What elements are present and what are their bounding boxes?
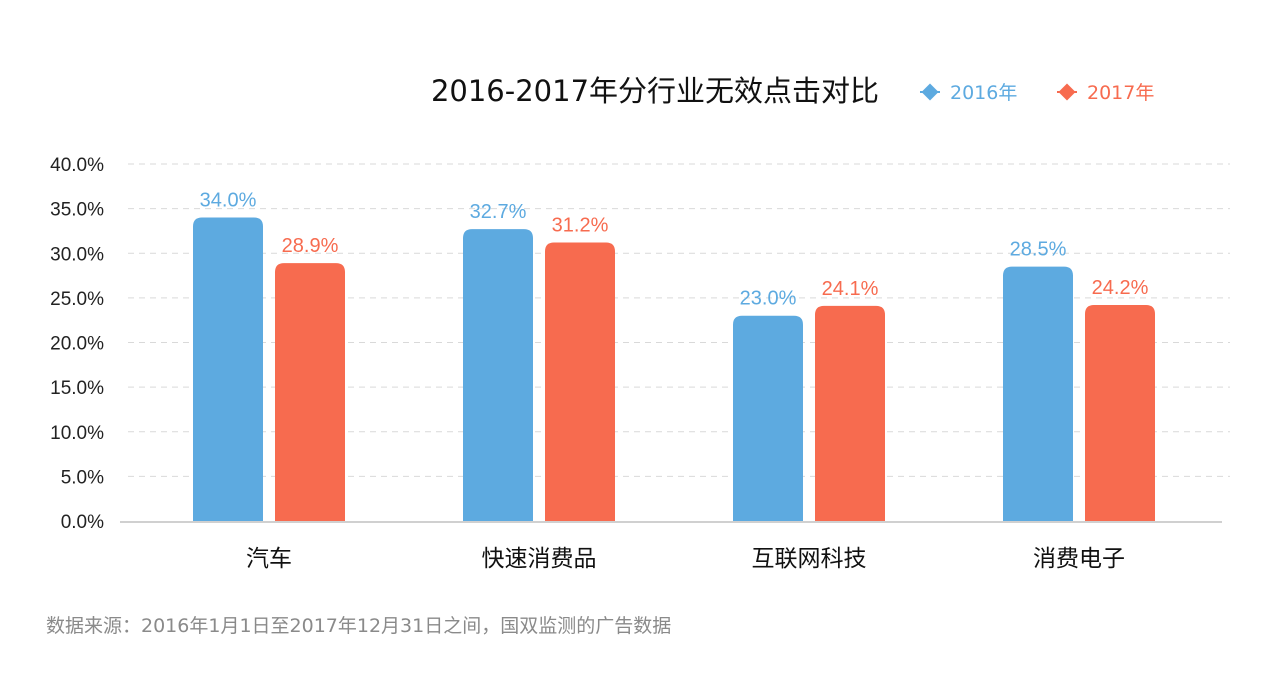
legend: 2016年 2017年 xyxy=(920,82,1154,104)
x-axis-categories: 汽车 快速消费品 互联网科技 消费电子 xyxy=(246,546,1125,572)
y-axis-ticks: 0.0% 5.0% 10.0% 15.0% 20.0% 25.0% 30.0% 35.0% 40… xyxy=(50,155,104,533)
bar-2016-3 xyxy=(1003,266,1073,521)
value-label: 31.2% xyxy=(552,215,609,237)
category-label: 互联网科技 xyxy=(752,546,867,572)
legend-label: 2017年 xyxy=(1087,82,1154,104)
y-tick-label: 20.0% xyxy=(50,334,104,355)
y-tick-label: 35.0% xyxy=(50,200,104,221)
legend-diamond-icon xyxy=(921,83,939,101)
category-label: 汽车 xyxy=(246,546,292,572)
bar-2017-0 xyxy=(275,263,345,521)
source-note: 数据来源：2016年1月1日至2017年12月31日之间，国双监测的广告数据 xyxy=(46,615,671,637)
legend-label: 2016年 xyxy=(950,82,1017,104)
value-label: 32.7% xyxy=(470,201,527,223)
y-tick-label: 15.0% xyxy=(50,378,104,399)
chart-title: 2016-2017年分行业无效点击对比 xyxy=(431,74,879,108)
y-tick-label: 0.0% xyxy=(61,512,104,533)
legend-diamond-icon xyxy=(1058,83,1076,101)
value-label: 28.5% xyxy=(1010,239,1067,261)
y-tick-label: 30.0% xyxy=(50,244,104,265)
bar-2017-1 xyxy=(545,242,615,522)
value-label: 34.0% xyxy=(200,190,257,212)
y-tick-label: 40.0% xyxy=(50,155,104,176)
bars xyxy=(193,217,1155,522)
y-tick-label: 10.0% xyxy=(50,423,104,444)
y-tick-label: 5.0% xyxy=(61,467,104,488)
bar-2017-2 xyxy=(815,305,885,521)
value-label: 24.1% xyxy=(822,278,879,300)
value-label: 23.0% xyxy=(740,288,797,310)
category-label: 消费电子 xyxy=(1033,546,1125,572)
bar-2016-1 xyxy=(463,229,533,521)
category-label: 快速消费品 xyxy=(482,546,597,572)
bar-2016-2 xyxy=(733,315,803,521)
value-label: 28.9% xyxy=(282,235,339,257)
bar-2016-0 xyxy=(193,217,263,522)
value-label: 24.2% xyxy=(1092,277,1149,299)
value-labels: 34.0% 28.9% 32.7% 31.2% 23.0% 24.1% 28.5% 24.2% xyxy=(200,190,1149,310)
bar-2017-3 xyxy=(1085,305,1155,521)
y-tick-label: 25.0% xyxy=(50,289,104,310)
